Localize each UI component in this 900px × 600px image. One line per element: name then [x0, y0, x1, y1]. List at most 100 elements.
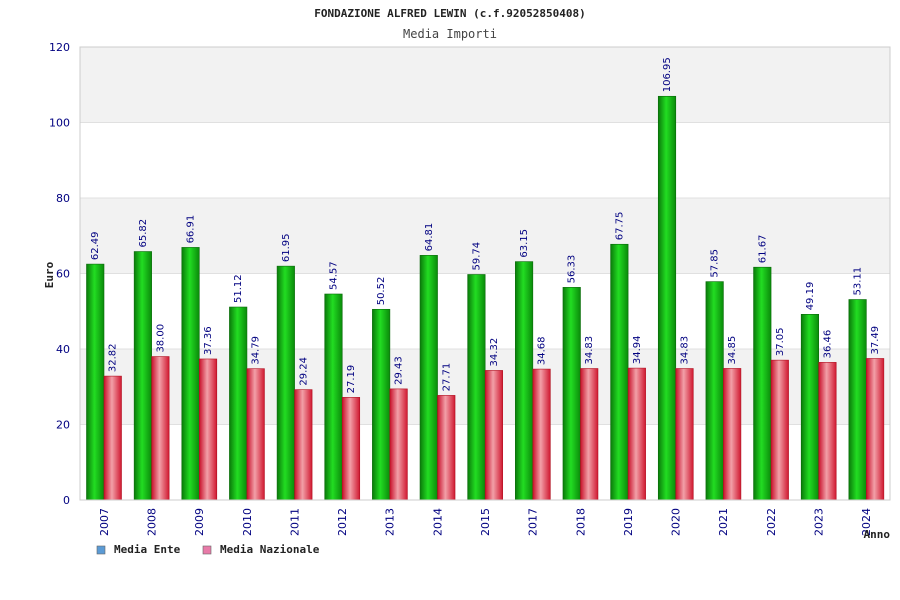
- value-labels: 62.49 32.82 65.82 38.00 66.91 37.36 51.12 34.79…: [90, 57, 881, 393]
- plot-frame: [79, 46, 891, 501]
- value-label: 38.00: [155, 324, 166, 353]
- plot-band: [80, 198, 890, 274]
- value-label: 64.81: [424, 223, 435, 252]
- x-tick-label: 2010: [241, 508, 254, 536]
- value-label: 27.19: [346, 365, 357, 394]
- bar-media-nazionale: [818, 362, 837, 501]
- x-tick-label: 2023: [813, 508, 826, 536]
- bar-media-ente: [562, 287, 581, 501]
- value-label: 66.91: [186, 215, 197, 244]
- y-tick-label: 0: [63, 494, 70, 507]
- value-label: 50.52: [376, 277, 387, 306]
- value-label: 34.79: [251, 336, 262, 365]
- value-label: 61.95: [281, 233, 292, 262]
- bar-media-ente: [229, 306, 248, 501]
- value-label: 56.33: [567, 255, 578, 284]
- legend: Media Ente Media Nazionale: [96, 543, 320, 556]
- value-label: 34.85: [727, 336, 738, 365]
- chart-title: FONDAZIONE ALFRED LEWIN (c.f.92052850408…: [314, 7, 586, 20]
- value-label: 32.82: [108, 343, 119, 372]
- value-label: 67.75: [614, 212, 625, 241]
- bar-media-nazionale: [532, 368, 551, 501]
- y-tick-label: 80: [56, 192, 70, 205]
- x-axis-title: Anno: [864, 528, 891, 541]
- x-tick-label: 2012: [336, 508, 349, 536]
- value-label: 34.68: [537, 336, 548, 365]
- bar-media-ente: [657, 95, 677, 501]
- chart-subtitle: Media Importi: [403, 27, 497, 41]
- bar-media-ente: [848, 299, 867, 501]
- bar-media-nazionale: [151, 356, 170, 501]
- legend-swatch: [202, 545, 212, 555]
- bar-media-nazionale: [866, 358, 885, 501]
- x-tick-label: 2017: [527, 508, 540, 536]
- bar-media-ente: [181, 247, 200, 501]
- y-axis-ticks: 0 20 40 60 80 100 120: [49, 41, 70, 507]
- value-label: 53.11: [853, 267, 864, 296]
- bar-media-nazionale: [437, 395, 456, 501]
- value-label: 27.71: [441, 363, 452, 392]
- x-axis-ticks: 2007 2008 2009 2010 2011 2012 2013 2014 2015 2017…: [98, 508, 873, 536]
- bar-media-ente: [610, 243, 629, 501]
- value-label: 59.74: [471, 242, 482, 271]
- bar-media-ente: [133, 251, 152, 501]
- value-label: 37.05: [775, 327, 786, 356]
- value-label: 57.85: [710, 249, 721, 278]
- value-label: 34.83: [680, 336, 691, 365]
- value-label: 29.24: [298, 357, 309, 386]
- y-tick-label: 60: [56, 268, 70, 281]
- bar-media-ente: [372, 308, 391, 501]
- y-tick-label: 40: [56, 343, 70, 356]
- y-axis-title: Euro: [43, 261, 56, 288]
- value-label: 54.57: [328, 261, 339, 290]
- plot-band: [80, 122, 890, 198]
- value-label: 34.32: [489, 338, 500, 367]
- x-tick-label: 2019: [622, 508, 635, 536]
- x-tick-label: 2013: [384, 508, 397, 536]
- value-label: 49.19: [805, 282, 816, 311]
- y-tick-label: 20: [56, 419, 70, 432]
- bar-media-nazionale: [341, 397, 361, 501]
- value-label: 34.94: [632, 335, 643, 364]
- bar-media-nazionale: [627, 367, 646, 501]
- value-label: 36.46: [822, 330, 833, 359]
- bar-media-nazionale: [484, 370, 503, 501]
- bar-media-ente: [753, 266, 772, 501]
- x-tick-label: 2009: [193, 508, 206, 536]
- bar-media-nazionale: [389, 388, 408, 501]
- legend-swatch: [96, 545, 106, 555]
- value-label: 65.82: [138, 219, 149, 248]
- value-label: 37.49: [870, 326, 881, 355]
- bar-media-nazionale: [723, 368, 742, 501]
- bar-media-ente: [467, 274, 486, 501]
- x-tick-label: 2021: [717, 508, 730, 536]
- plot-band: [80, 47, 890, 123]
- bar-media-nazionale: [103, 375, 122, 501]
- x-tick-label: 2024: [860, 508, 873, 536]
- bar-media-nazionale: [294, 389, 313, 501]
- y-tick-label: 100: [49, 117, 70, 130]
- bar-media-ente: [800, 314, 820, 501]
- bar-media-nazionale: [770, 359, 789, 501]
- value-label: 62.49: [90, 231, 101, 260]
- x-tick-label: 2007: [98, 508, 111, 536]
- value-label: 37.36: [203, 326, 214, 355]
- bar-media-ente: [705, 281, 724, 501]
- value-label: 63.15: [519, 229, 530, 258]
- y-tick-label: 120: [49, 41, 70, 54]
- x-tick-label: 2008: [145, 508, 158, 536]
- x-tick-label: 2022: [765, 508, 778, 536]
- bar-media-nazionale: [198, 358, 218, 501]
- bar-media-nazionale: [246, 368, 265, 501]
- bar-media-ente: [276, 265, 295, 501]
- value-label: 106.95: [662, 57, 673, 92]
- x-tick-label: 2014: [431, 508, 444, 536]
- x-tick-label: 2020: [670, 508, 683, 536]
- x-tick-label: 2018: [574, 508, 587, 536]
- bar-media-ente: [86, 263, 105, 501]
- legend-label: Media Nazionale: [220, 543, 320, 556]
- value-label: 29.43: [394, 356, 405, 385]
- bar-media-ente: [419, 255, 438, 501]
- value-label: 61.67: [757, 235, 768, 264]
